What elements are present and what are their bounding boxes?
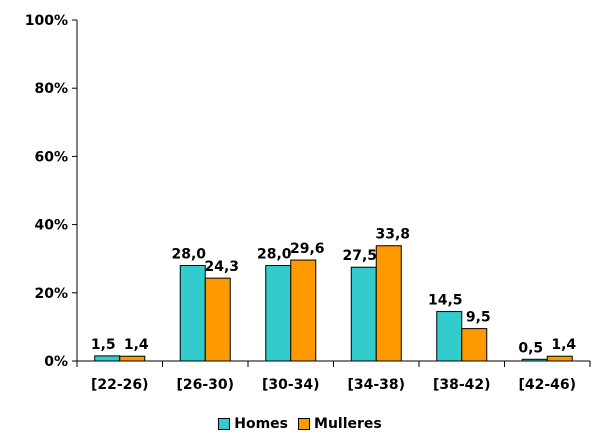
data-label-mulleres: 1,4: [551, 337, 576, 353]
bar-mulleres: [119, 355, 146, 362]
y-tick-label: 0%: [44, 354, 68, 370]
bar-mulleres: [375, 245, 402, 362]
bar-homes: [179, 265, 206, 362]
y-tick-label: 80%: [34, 81, 68, 97]
x-tick-label: [42-46): [518, 377, 576, 393]
legend-label-homes: Homes: [234, 416, 289, 432]
bar-mulleres: [461, 328, 488, 362]
bars: [94, 245, 573, 362]
legend-item-homes: Homes: [218, 416, 288, 432]
bar-mulleres: [204, 277, 231, 362]
x-tick-label: [26-30): [176, 377, 234, 393]
y-tick-label: 60%: [34, 149, 68, 165]
legend-swatch-homes: [218, 418, 231, 430]
x-tick-label: [34-38): [347, 377, 405, 393]
bar-mulleres: [546, 355, 573, 362]
data-label-homes: 1,5: [91, 337, 116, 353]
x-axis: [22-26) [26-30) [30-34) [34-38) [38-42) [42-4…: [76, 361, 591, 393]
data-label-homes: 27,5: [342, 248, 377, 264]
bar-homes: [350, 266, 377, 362]
data-label-homes: 28,0: [257, 247, 292, 263]
x-tick-label: [38-42): [433, 377, 491, 393]
data-label-mulleres: 1,4: [124, 337, 149, 353]
data-labels: 1,5 1,428,024,328,029,6 27,533,814,59,50,5…: [91, 227, 577, 357]
y-tick-label: 20%: [34, 286, 68, 302]
bar-homes: [94, 355, 121, 362]
legend: Homes Mulleres: [0, 414, 600, 434]
x-tick-label: [30-34): [262, 377, 320, 393]
data-label-homes: 0,5: [518, 340, 543, 356]
data-label-mulleres: 24,3: [204, 259, 239, 275]
data-label-homes: 14,5: [428, 293, 463, 309]
bar-mulleres: [290, 259, 317, 362]
legend-label-mulleres: Mulleres: [314, 416, 382, 432]
y-tick-label: 40%: [34, 218, 68, 234]
legend-item-mulleres: Mulleres: [298, 416, 382, 432]
y-tick-label: 100%: [25, 13, 68, 29]
x-tick-label: [22-26): [91, 377, 149, 393]
data-label-mulleres: 29,6: [290, 241, 325, 257]
data-label-homes: 28,0: [171, 247, 206, 263]
bar-homes: [265, 265, 292, 362]
y-axis: 0% 20% 40% 60% 80% 100%: [25, 13, 77, 370]
legend-swatch-mulleres: [298, 418, 311, 430]
data-label-mulleres: 33,8: [375, 227, 410, 243]
bar-chart: 0% 20% 40% 60% 80% 100% [22-26) [26-30) [30-34)…: [25, 13, 591, 393]
bar-homes: [436, 311, 463, 362]
data-label-mulleres: 9,5: [466, 310, 491, 326]
